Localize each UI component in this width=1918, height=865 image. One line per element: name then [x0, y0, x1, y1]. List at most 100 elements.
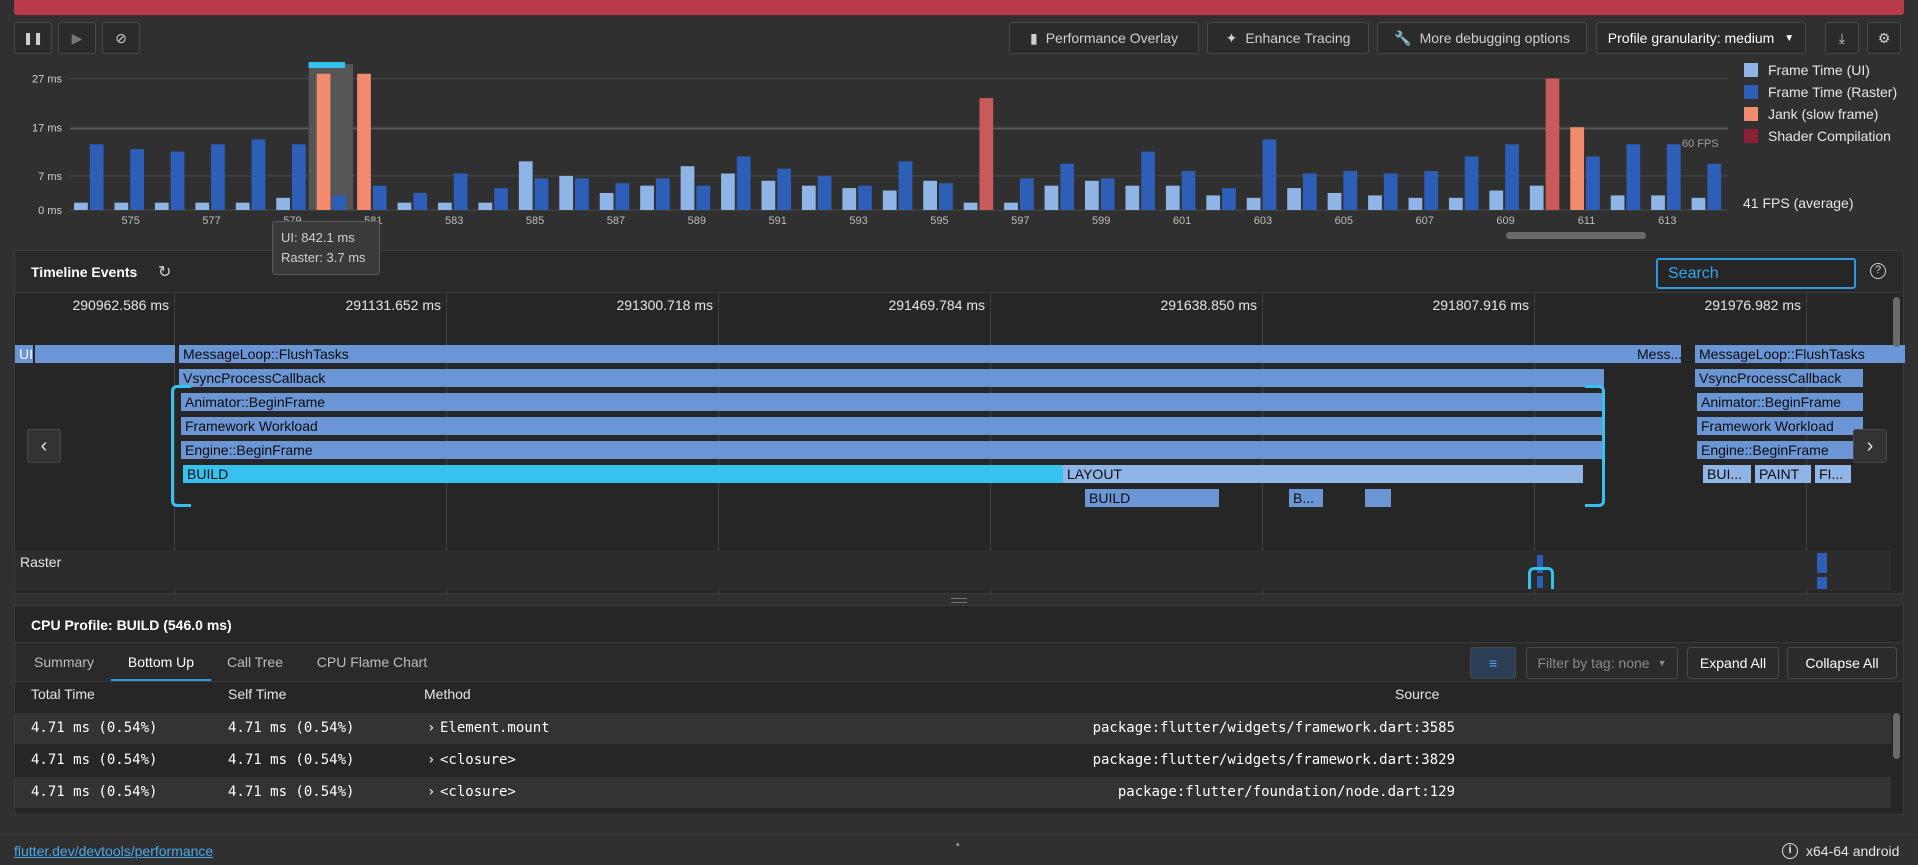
timeline-next-button[interactable]: ›	[1853, 429, 1887, 463]
raster-frame-bar[interactable]	[696, 185, 711, 210]
raster-frame-bar[interactable]	[1424, 171, 1439, 210]
ui-frame-bar[interactable]	[276, 197, 290, 210]
export-button[interactable]: ⤓	[1825, 22, 1859, 54]
ui-frame-bar[interactable]	[1085, 180, 1099, 210]
timeline-event[interactable]: MessageLoop::FlushTasks	[1695, 345, 1905, 363]
raster-frame-bar[interactable]	[291, 144, 306, 210]
ui-frame-bar[interactable]	[923, 180, 938, 210]
raster-frame-bar[interactable]	[372, 185, 387, 210]
refresh-icon[interactable]: ↻	[158, 264, 172, 281]
timeline-event[interactable]: VsyncProcessCallback	[179, 369, 1604, 387]
ui-frame-bar[interactable]	[1448, 197, 1463, 210]
raster-frame-bar[interactable]	[453, 173, 468, 211]
tab-call-tree[interactable]: Call Tree	[226, 654, 284, 670]
timeline-event[interactable]: FI...	[1815, 465, 1851, 483]
timeline-event[interactable]: Framework Workload	[1697, 417, 1863, 435]
resume-button[interactable]: ▶	[58, 22, 96, 54]
ui-frame-bar[interactable]	[1125, 185, 1140, 210]
ui-frame-bar[interactable]	[114, 202, 129, 210]
timeline-event[interactable]: BUI...	[1703, 465, 1751, 483]
raster-frame-bar[interactable]	[575, 178, 589, 210]
ui-frame-bar[interactable]	[1327, 192, 1342, 210]
raster-frame-bar[interactable]	[655, 178, 670, 210]
raster-frame-bar[interactable]	[615, 183, 630, 210]
more-debugging-button[interactable]: 🔧 More debugging options	[1377, 22, 1587, 54]
timeline-event-selected[interactable]: BUILD	[183, 465, 1063, 483]
enhance-tracing-button[interactable]: ✦ Enhance Tracing	[1207, 22, 1369, 54]
ui-frame-bar[interactable]	[640, 185, 654, 210]
raster-event[interactable]	[1537, 576, 1543, 588]
ui-frame-bar[interactable]	[761, 180, 776, 210]
table-row[interactable]: 4.71 ms (0.54%) 4.71 ms (0.54%) › Elemen…	[15, 713, 1891, 744]
timeline-search-input[interactable]	[1656, 258, 1856, 289]
raster-frame-bar[interactable]	[1060, 163, 1075, 210]
ui-frame-bar[interactable]	[235, 202, 250, 210]
ui-frame-bar[interactable]	[1004, 202, 1018, 210]
raster-frame-bar[interactable]	[1707, 163, 1722, 210]
ui-frame-bar[interactable]	[1246, 197, 1261, 210]
raster-frame-bar[interactable]	[413, 192, 428, 210]
raster-event[interactable]	[1817, 553, 1827, 573]
ui-frame-bar[interactable]	[1610, 195, 1625, 210]
timeline-event[interactable]: Animator::BeginFrame	[1697, 393, 1863, 411]
timeline-event[interactable]	[1365, 489, 1391, 507]
raster-frame-bar[interactable]	[251, 139, 266, 210]
ui-frame-bar[interactable]	[599, 192, 614, 210]
performance-overlay-button[interactable]: ▮ Performance Overlay	[1009, 22, 1199, 54]
ui-frame-bar[interactable]	[1044, 185, 1059, 210]
ui-frame-bar[interactable]	[154, 202, 169, 210]
raster-frame-bar[interactable]	[211, 144, 225, 210]
timeline-event[interactable]: MessageLoop::FlushTasks	[179, 345, 1651, 363]
tab-summary[interactable]: Summary	[34, 654, 94, 670]
pause-button[interactable]: ❚❚	[14, 22, 52, 54]
raster-frame-bar[interactable]	[898, 161, 913, 210]
raster-frame-bar[interactable]	[1302, 173, 1317, 211]
ui-frame-bar[interactable]	[882, 190, 897, 210]
raster-frame-bar[interactable]	[1262, 139, 1277, 210]
ui-frame-bar[interactable]	[1489, 190, 1504, 210]
raster-frame-bar[interactable]	[1505, 144, 1519, 210]
tab-cpu-flame-chart[interactable]: CPU Flame Chart	[316, 654, 428, 670]
ui-frame-bar[interactable]	[801, 185, 816, 210]
ui-frame-bar[interactable]	[478, 202, 493, 210]
ui-frame-bar[interactable]	[680, 166, 695, 210]
timeline-event[interactable]: Engine::BeginFrame	[1697, 441, 1863, 459]
column-header-total-time[interactable]: Total Time	[31, 686, 95, 702]
ui-frame-bar[interactable]	[559, 175, 574, 210]
timeline-event[interactable]: B...	[1289, 489, 1323, 507]
ui-frame-bar[interactable]	[1368, 195, 1382, 210]
ui-frame-bar[interactable]	[963, 202, 978, 210]
ui-frame-bar[interactable]	[1206, 195, 1221, 210]
ui-frame-bar[interactable]	[316, 73, 331, 210]
raster-frame-bar[interactable]	[979, 98, 994, 210]
table-row[interactable]: 4.71 ms (0.54%) 4.71 ms (0.54%) › <closu…	[31, 752, 1455, 768]
ui-frame-bar[interactable]	[1287, 188, 1301, 210]
raster-frame-bar[interactable]	[1666, 144, 1681, 210]
frames-scrollbar[interactable]	[1506, 232, 1646, 239]
ui-frame-bar[interactable]	[518, 161, 533, 210]
raster-frame-bar[interactable]	[1464, 156, 1479, 210]
timeline-event[interactable]: VsyncProcessCallback	[1695, 369, 1863, 387]
help-icon[interactable]: ?	[1870, 263, 1886, 279]
column-header-self-time[interactable]: Self Time	[228, 686, 287, 702]
ui-frame-bar[interactable]	[1165, 185, 1180, 210]
timeline-event[interactable]: BUILD	[1085, 489, 1219, 507]
ui-frame-bar[interactable]	[1408, 197, 1423, 210]
expand-arrow-icon[interactable]: ›	[427, 752, 436, 768]
raster-frame-bar[interactable]	[1626, 144, 1641, 210]
raster-frame-bar[interactable]	[1545, 78, 1560, 210]
info-icon[interactable]: i	[1782, 843, 1798, 859]
raster-frame-bar[interactable]	[777, 168, 792, 210]
ui-frame-bar[interactable]	[357, 73, 371, 210]
timeline-event[interactable]: PAINT	[1755, 465, 1811, 483]
ui-frame-bar[interactable]	[721, 173, 735, 211]
raster-frame-bar[interactable]	[858, 185, 872, 210]
clear-button[interactable]: ⊘	[102, 22, 140, 54]
ui-frame-bar[interactable]	[397, 202, 412, 210]
raster-event[interactable]	[1537, 555, 1543, 573]
raster-frame-bar[interactable]	[817, 175, 832, 210]
raster-frame-bar[interactable]	[939, 183, 953, 210]
column-header-method[interactable]: Method	[424, 686, 471, 702]
timeline-event[interactable]	[35, 345, 175, 363]
